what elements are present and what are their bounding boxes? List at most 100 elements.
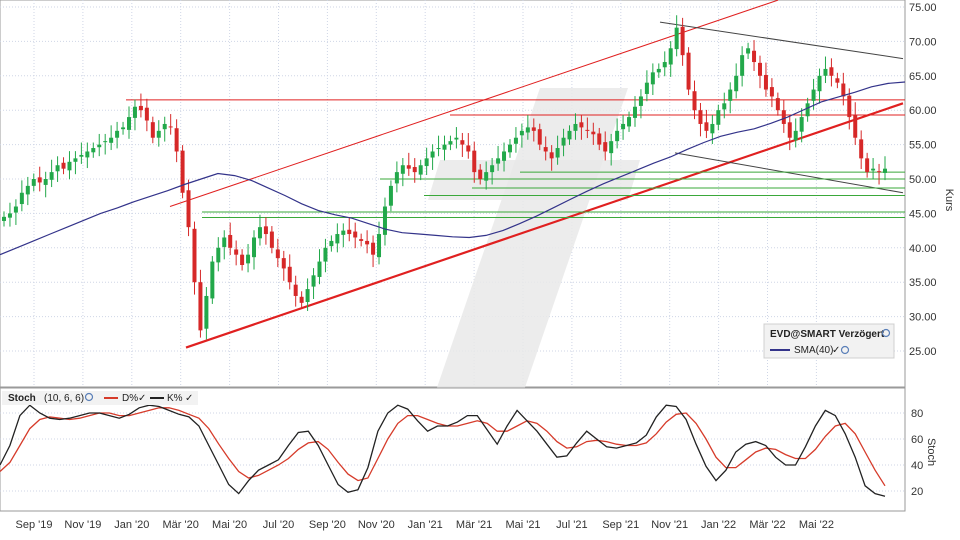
stoch-legend-title: Stoch: [8, 393, 36, 404]
candle-body: [156, 130, 161, 138]
candle-body: [365, 240, 370, 245]
candle-body: [817, 75, 822, 92]
candle-body: [549, 152, 554, 159]
candle-body: [377, 234, 382, 258]
candle-body: [763, 74, 768, 90]
candle-body: [579, 122, 584, 128]
candle-body: [406, 165, 411, 169]
candle-body: [734, 75, 739, 92]
candle-body: [394, 172, 399, 184]
candle-body: [823, 68, 828, 76]
x-tick: Jul '20: [263, 519, 294, 531]
x-tick: Jul '21: [556, 519, 587, 531]
x-tick: Nov '19: [64, 519, 101, 531]
candle-body: [121, 127, 126, 130]
candle-body: [31, 179, 36, 186]
x-tick: Sep '21: [602, 519, 639, 531]
candle-body: [674, 27, 679, 50]
candle-body: [716, 110, 721, 125]
candle-body: [871, 168, 876, 171]
legend-check-icon[interactable]: ✓: [832, 345, 840, 356]
candlesticks: [2, 15, 887, 340]
stoch-d-check-icon[interactable]: ✓: [138, 393, 146, 404]
candle-body: [144, 107, 149, 121]
candle-body: [436, 148, 441, 150]
candle-body: [19, 192, 24, 205]
price-tick: 50.00: [909, 174, 937, 186]
candle-body: [43, 179, 48, 185]
price-tick: 35.00: [909, 277, 937, 289]
candle-body: [490, 165, 495, 173]
stoch-legend-d: D%: [122, 393, 138, 404]
candle-body: [281, 258, 286, 269]
candle-body: [109, 137, 114, 143]
candle-body: [186, 190, 191, 228]
legend-sma-settings-icon[interactable]: [840, 345, 850, 355]
candle-body: [710, 123, 715, 134]
stoch-gridlines: [0, 412, 905, 492]
candle-body: [484, 172, 489, 181]
candle-body: [97, 144, 102, 148]
candle-body: [793, 130, 798, 141]
candle-body: [621, 123, 626, 130]
candle-body: [132, 106, 137, 118]
candle-body: [472, 150, 477, 173]
candle-body: [513, 137, 518, 144]
stoch-k-check-icon[interactable]: ✓: [185, 393, 193, 404]
stoch-axis-label: Stoch: [925, 438, 937, 466]
candle-body: [127, 117, 132, 130]
candle-body: [561, 137, 566, 146]
legend-instrument: EVD@SMART Verzögert: [770, 329, 885, 340]
candle-body: [698, 110, 703, 124]
candle-body: [662, 62, 667, 68]
price-tick: 70.00: [909, 36, 937, 48]
stoch-settings-icon[interactable]: [84, 392, 94, 402]
candle-body: [138, 105, 143, 111]
candle-body: [728, 89, 733, 101]
x-tick: Mär '20: [163, 519, 199, 531]
legend-settings-icon[interactable]: [881, 328, 891, 338]
candle-body: [531, 127, 536, 131]
candle-body: [335, 234, 340, 244]
stoch-tick-labels: 80 60 40 20: [911, 408, 923, 498]
candle-body: [502, 151, 507, 161]
candle-body: [317, 261, 322, 277]
candle-body: [67, 161, 72, 171]
candle-body: [585, 129, 590, 131]
candle-body: [656, 68, 661, 73]
candle-body: [692, 91, 697, 111]
candle-body: [609, 141, 614, 154]
price-tick: 60.00: [909, 105, 937, 117]
x-tick: Mär '21: [456, 519, 492, 531]
price-panel: 75.00 70.00 65.00 60.00 55.00 50.00 45.00 40.00…: [0, 0, 955, 511]
candle-body: [769, 87, 774, 97]
x-tick: Mai '20: [212, 519, 247, 531]
candle-body: [811, 89, 816, 101]
candle-body: [805, 103, 810, 117]
price-axis-label: Kurs: [943, 189, 955, 212]
candle-body: [204, 295, 209, 329]
candle-body: [835, 78, 840, 83]
candle-body: [180, 150, 185, 193]
candle-body: [13, 206, 18, 213]
trend-line: [185, 102, 904, 349]
stoch-k-line: [0, 404, 886, 497]
candle-body: [192, 228, 197, 283]
candle-body: [781, 110, 786, 124]
candle-body: [555, 148, 560, 158]
candle-body: [841, 83, 846, 97]
candle-body: [240, 254, 245, 265]
candle-body: [323, 247, 328, 262]
candle-body: [740, 55, 745, 76]
candle-body: [787, 122, 792, 138]
candle-body: [2, 216, 6, 221]
candle-body: [603, 142, 608, 152]
candle-body: [775, 98, 780, 111]
candle-body: [686, 52, 691, 90]
candle-body: [859, 139, 864, 159]
candle-body: [311, 275, 316, 287]
candle-body: [210, 261, 215, 299]
candle-body: [359, 239, 364, 241]
candle-body: [799, 117, 804, 132]
